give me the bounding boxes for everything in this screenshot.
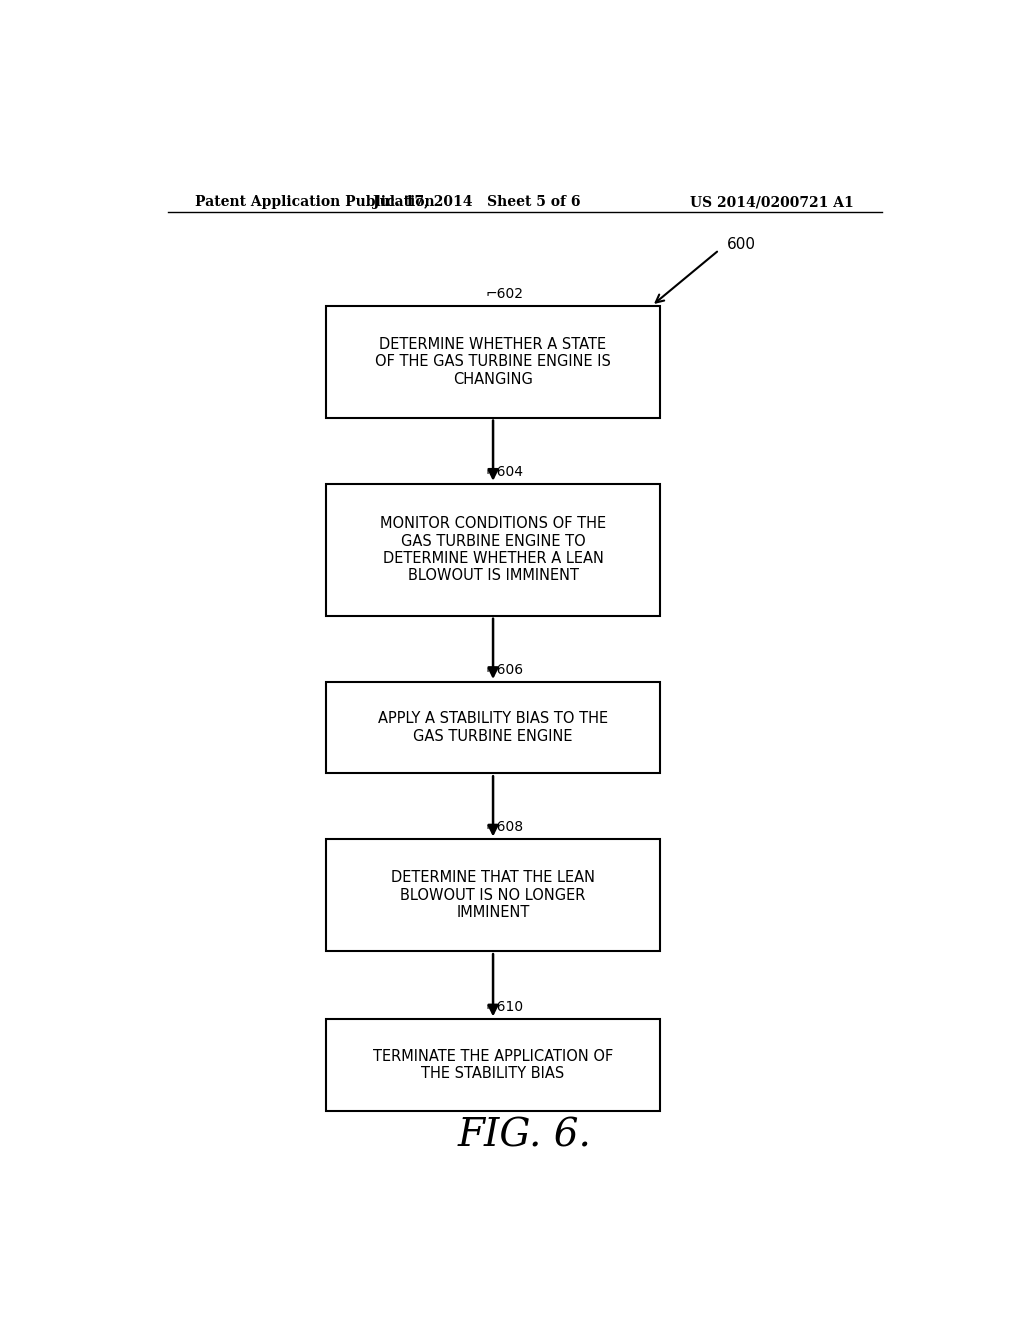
Text: ⌐606: ⌐606 bbox=[485, 663, 523, 677]
Text: MONITOR CONDITIONS OF THE
GAS TURBINE ENGINE TO
DETERMINE WHETHER A LEAN
BLOWOUT: MONITOR CONDITIONS OF THE GAS TURBINE EN… bbox=[380, 516, 606, 583]
Bar bbox=[327, 840, 659, 952]
Text: US 2014/0200721 A1: US 2014/0200721 A1 bbox=[690, 195, 854, 209]
Text: DETERMINE WHETHER A STATE
OF THE GAS TURBINE ENGINE IS
CHANGING: DETERMINE WHETHER A STATE OF THE GAS TUR… bbox=[375, 337, 611, 387]
Bar bbox=[327, 682, 659, 774]
Text: DETERMINE THAT THE LEAN
BLOWOUT IS NO LONGER
IMMINENT: DETERMINE THAT THE LEAN BLOWOUT IS NO LO… bbox=[391, 870, 595, 920]
Text: FIG. 6.: FIG. 6. bbox=[458, 1118, 592, 1155]
Bar bbox=[327, 306, 659, 417]
Bar bbox=[327, 483, 659, 615]
Text: ⌐610: ⌐610 bbox=[485, 1001, 523, 1014]
Text: TERMINATE THE APPLICATION OF
THE STABILITY BIAS: TERMINATE THE APPLICATION OF THE STABILI… bbox=[373, 1049, 613, 1081]
Bar bbox=[327, 1019, 659, 1110]
Text: ⌐608: ⌐608 bbox=[485, 820, 523, 834]
Text: ⌐604: ⌐604 bbox=[485, 465, 523, 479]
Text: Patent Application Publication: Patent Application Publication bbox=[196, 195, 435, 209]
Text: Jul. 17, 2014   Sheet 5 of 6: Jul. 17, 2014 Sheet 5 of 6 bbox=[374, 195, 581, 209]
Text: ⌐602: ⌐602 bbox=[485, 286, 523, 301]
Text: 600: 600 bbox=[727, 238, 756, 252]
Text: APPLY A STABILITY BIAS TO THE
GAS TURBINE ENGINE: APPLY A STABILITY BIAS TO THE GAS TURBIN… bbox=[378, 711, 608, 743]
